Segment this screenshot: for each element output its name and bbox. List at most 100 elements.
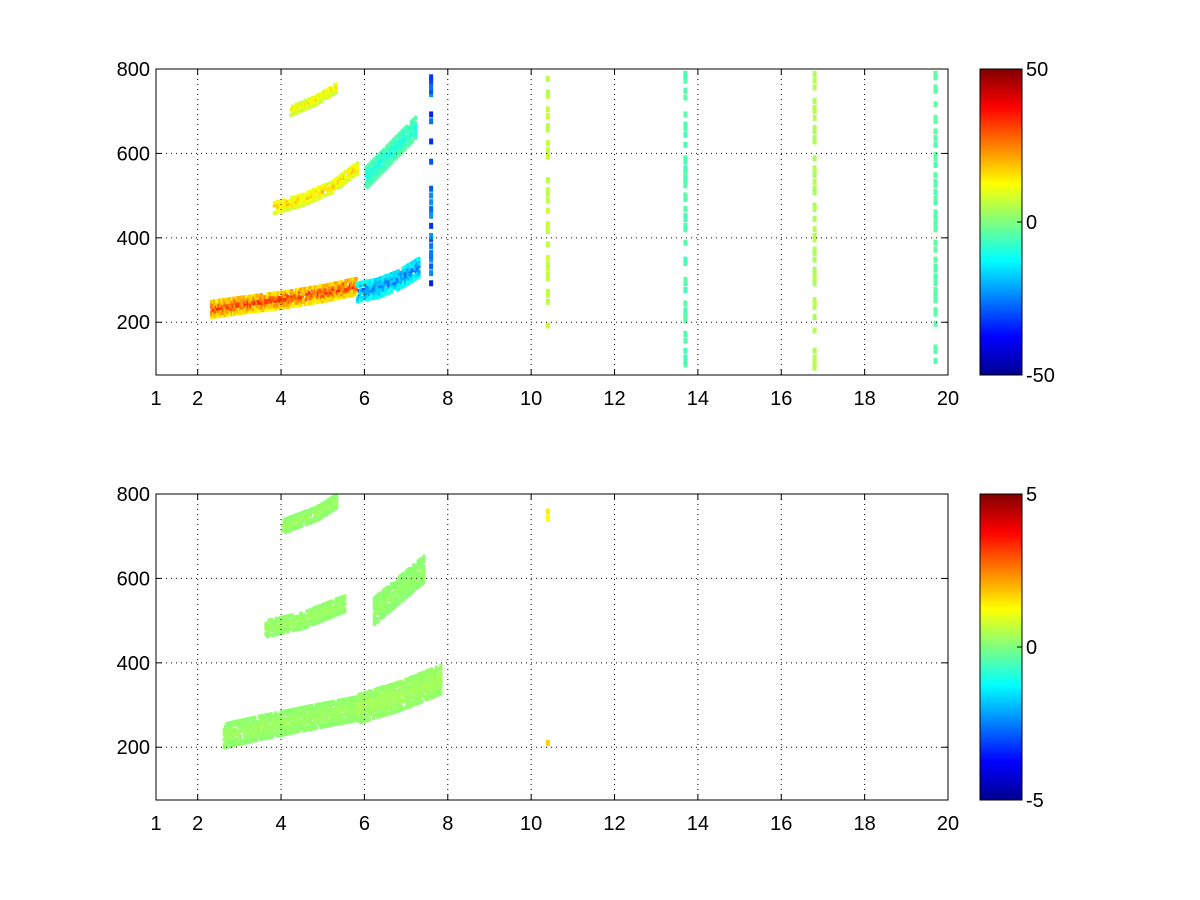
- top-feature-8: [812, 168, 817, 175]
- bottom-feature-0: [246, 719, 250, 724]
- top-feature-8: [812, 347, 817, 354]
- bottom-feature-2: [277, 618, 281, 623]
- bottom-feature-1: [430, 677, 434, 682]
- top-feature-1: [379, 283, 383, 288]
- top-feature-8: [812, 178, 817, 185]
- top-feature-0: [310, 295, 315, 300]
- bottom-feature-0: [232, 730, 237, 735]
- top-feature-0: [307, 301, 312, 306]
- bottom-feature-1: [439, 663, 443, 668]
- top-feature-9: [933, 344, 938, 351]
- top-feature-0: [340, 280, 344, 285]
- bottom-feature-0: [354, 715, 358, 720]
- top-feature-0: [354, 289, 358, 294]
- bottom-feature-0: [294, 714, 298, 719]
- bottom-feature-3: [282, 522, 286, 527]
- top-feature-6: [545, 224, 550, 231]
- bottom-feature-0: [288, 718, 292, 723]
- top-feature-0: [211, 304, 215, 309]
- bottom-feature-0: [235, 722, 240, 727]
- bottom-colorbar-tick-label: 5: [1026, 484, 1037, 506]
- bottom-feature-1: [433, 678, 437, 683]
- top-feature-1: [386, 283, 390, 288]
- top-feature-0: [251, 306, 255, 311]
- top-feature-0: [265, 307, 269, 312]
- top-feature-7: [683, 94, 688, 101]
- top-feature-9: [933, 212, 938, 219]
- top-feature-8: [812, 246, 817, 253]
- bottom-colorbar-tick-label: 0: [1026, 637, 1037, 659]
- bottom-feature-4: [382, 613, 387, 618]
- top-feature-0: [321, 294, 325, 299]
- bottom-feature-0: [262, 723, 266, 728]
- bottom-feature-0: [250, 739, 254, 744]
- bottom-feature-1: [363, 711, 367, 716]
- bottom-feature-0: [352, 708, 356, 713]
- bottom-feature-1: [367, 692, 371, 697]
- top-feature-0: [255, 306, 259, 311]
- bottom-feature-2: [337, 609, 341, 614]
- bottom-feature-2: [299, 626, 303, 631]
- top-feature-0: [280, 295, 284, 300]
- bottom-feature-2: [286, 629, 290, 634]
- bottom-feature-0: [330, 710, 334, 715]
- bottom-feature-1: [361, 716, 366, 721]
- top-feature-0: [290, 289, 294, 294]
- bottom-feature-2: [264, 621, 268, 626]
- top-feature-6: [545, 221, 550, 228]
- bottom-feature-0: [265, 733, 269, 738]
- top-feature-0: [226, 307, 230, 312]
- top-feature-7: [683, 175, 688, 182]
- bottom-feature-1: [427, 678, 431, 683]
- top-feature-5: [429, 84, 434, 91]
- top-colorbar-gradient: [979, 68, 1023, 376]
- top-feature-7: [683, 361, 688, 368]
- top-feature-7: [683, 124, 688, 131]
- bottom-feature-0: [266, 712, 270, 717]
- top-feature-5: [429, 91, 434, 98]
- top-feature-7: [683, 111, 688, 118]
- bottom-feature-1: [439, 683, 443, 688]
- top-feature-1: [356, 296, 360, 301]
- bottom-feature-0: [257, 724, 261, 729]
- top-feature-8: [812, 97, 817, 104]
- bottom-feature-1: [439, 676, 443, 681]
- top-feature-6: [545, 271, 550, 278]
- top-feature-7: [683, 182, 688, 189]
- bottom-feature-0: [288, 715, 292, 720]
- bottom-feature-3: [332, 507, 336, 512]
- bottom-feature-0: [354, 713, 358, 718]
- bottom-feature-4: [422, 564, 426, 569]
- top-feature-0: [290, 294, 294, 299]
- bottom-feature-0: [300, 708, 304, 713]
- bottom-feature-0: [313, 713, 317, 718]
- bottom-feature-0: [272, 714, 276, 719]
- top-feature-0: [259, 298, 263, 303]
- bottom-feature-3: [292, 521, 296, 526]
- bottom-feature-1: [356, 713, 360, 718]
- bottom-feature-0: [333, 719, 337, 724]
- bottom-feature-3: [281, 528, 285, 533]
- top-feature-0: [290, 299, 294, 304]
- top-feature-0: [334, 281, 338, 286]
- top-feature-8: [812, 165, 817, 172]
- top-feature-0: [275, 293, 280, 298]
- top-feature-0: [256, 293, 261, 298]
- top-feature-0: [236, 303, 240, 308]
- bottom-feature-0: [318, 720, 323, 725]
- bottom-feature-2: [332, 613, 337, 618]
- top-heatmap-plot-area: [210, 70, 938, 371]
- top-y-tick-label: 600: [117, 143, 150, 165]
- bottom-feature-0: [269, 712, 273, 717]
- bottom-feature-1: [369, 694, 373, 699]
- top-feature-0: [237, 298, 242, 303]
- bottom-feature-0: [297, 729, 301, 734]
- top-feature-0: [220, 305, 224, 310]
- bottom-feature-0: [302, 710, 307, 715]
- top-feature-2: [278, 201, 282, 206]
- top-feature-0: [306, 286, 310, 291]
- bottom-feature-0: [260, 713, 264, 718]
- bottom-feature-3: [317, 503, 321, 508]
- bottom-feature-0: [250, 733, 254, 738]
